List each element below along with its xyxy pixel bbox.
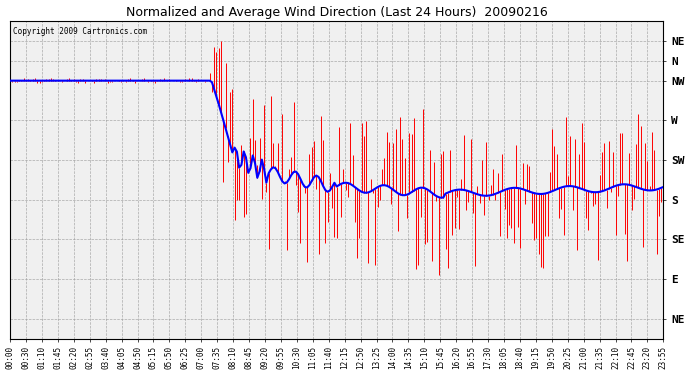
Title: Normalized and Average Wind Direction (Last 24 Hours)  20090216: Normalized and Average Wind Direction (L… bbox=[126, 6, 548, 18]
Text: Copyright 2009 Cartronics.com: Copyright 2009 Cartronics.com bbox=[13, 27, 148, 36]
